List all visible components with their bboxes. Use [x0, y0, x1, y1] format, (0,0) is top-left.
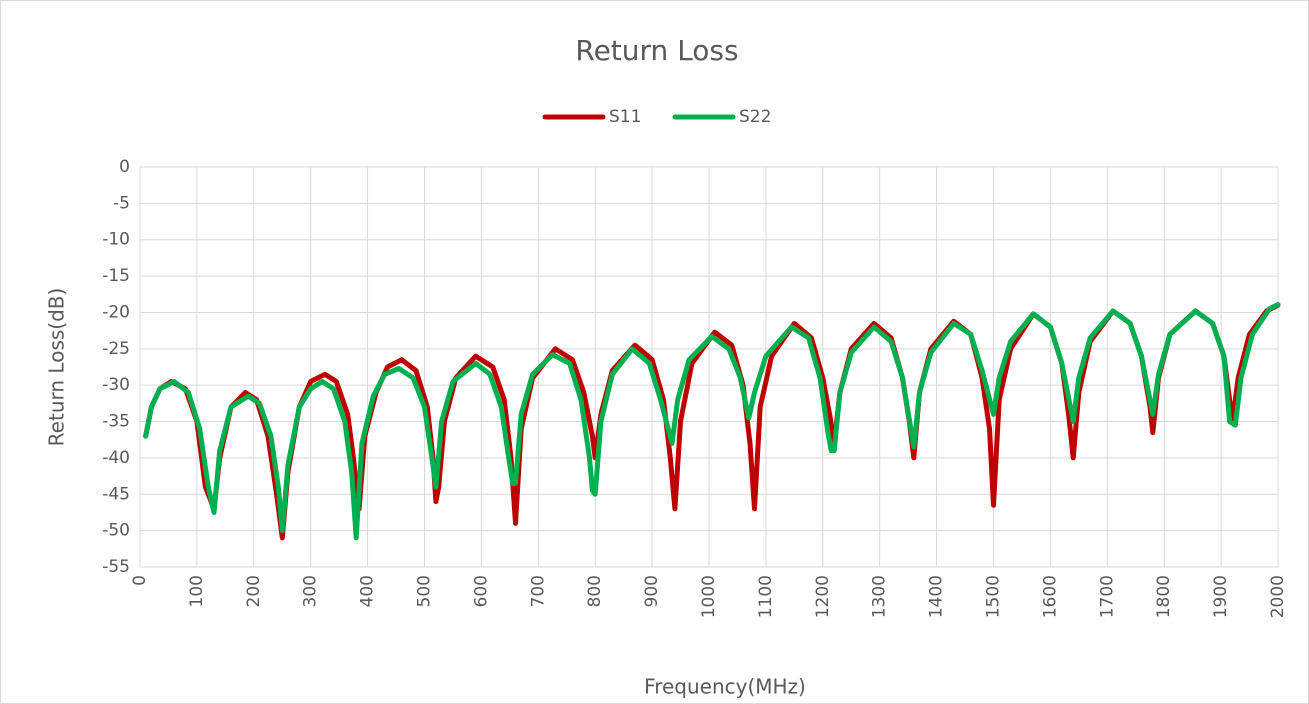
x-tick-label: 100	[187, 575, 207, 607]
line-series	[143, 302, 1281, 541]
x-tick-label: 1000	[699, 575, 719, 618]
x-tick-label: 1900	[1211, 575, 1231, 618]
y-tick-label: -50	[102, 521, 130, 541]
x-tick-label: 0	[130, 575, 150, 586]
y-tick-label: -40	[102, 448, 130, 468]
y-tick-label: -55	[102, 557, 130, 577]
x-tick-label: 1700	[1097, 575, 1117, 618]
y-tick-label: -10	[102, 230, 130, 250]
x-tick-label: 1300	[870, 575, 890, 618]
y-tick-label: -20	[102, 302, 130, 322]
x-tick-label: 1200	[813, 575, 833, 618]
y-tick-label: -35	[102, 412, 130, 432]
chart-title: Return Loss	[575, 34, 738, 67]
x-tick-label: 900	[642, 575, 662, 607]
y-tick-label: 0	[119, 157, 130, 177]
y-tick-label: -45	[102, 484, 130, 504]
x-tick-label: 400	[358, 575, 378, 607]
x-tick-label: 1500	[984, 575, 1004, 618]
line-series	[143, 302, 1281, 541]
x-tick-label: 1400	[927, 575, 947, 618]
x-tick-label: 700	[528, 575, 548, 607]
x-tick-label: 500	[415, 575, 435, 607]
x-tick-label: 600	[471, 575, 491, 607]
y-axis-title: Return Loss(dB)	[45, 288, 69, 447]
x-tick-label: 2000	[1268, 575, 1288, 618]
x-tick-label: 1800	[1154, 575, 1174, 618]
y-tick-label: -25	[102, 339, 130, 359]
legend-label: S11	[609, 107, 641, 127]
x-axis-title: Frequency(MHz)	[644, 675, 806, 699]
y-tick-label: -15	[102, 266, 130, 286]
x-tick-label: 300	[301, 575, 321, 607]
x-tick-label: 200	[244, 575, 264, 607]
legend-label: S22	[739, 107, 771, 127]
x-tick-label: 800	[585, 575, 605, 607]
y-tick-label: -30	[102, 375, 130, 395]
y-tick-label: -5	[113, 193, 130, 213]
x-tick-label: 1600	[1040, 575, 1060, 618]
x-tick-label: 1100	[756, 575, 776, 618]
